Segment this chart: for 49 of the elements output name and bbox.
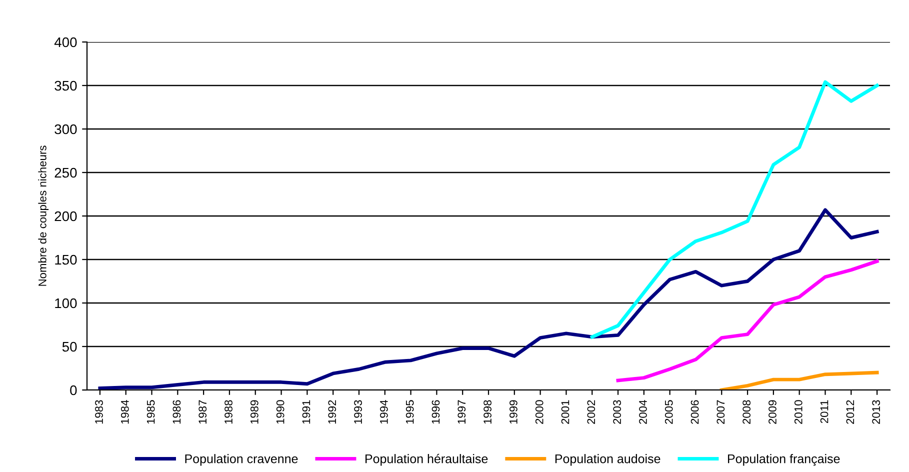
y-tick-label: 200 — [54, 211, 77, 222]
y-tick-label: 50 — [62, 342, 77, 352]
x-tick-label: 1986 — [172, 400, 181, 424]
x-tick-label: 2006 — [690, 400, 699, 424]
x-tick-label: 1997 — [458, 400, 466, 424]
x-tick-label: 1994 — [380, 400, 388, 424]
y-tick-label: 350 — [54, 80, 77, 91]
x-tick-label: 1993 — [354, 400, 362, 424]
x-tick-label: 1985 — [146, 400, 155, 424]
x-tick-label: 2009 — [768, 400, 776, 424]
x-tick-label: 2003 — [613, 400, 621, 424]
y-tick-label: 100 — [55, 298, 77, 308]
x-tick-label: 1995 — [406, 400, 414, 424]
x-tick-label: 1984 — [120, 400, 129, 424]
x-tick-label: 1988 — [224, 400, 232, 424]
x-tick-label: 2002 — [587, 400, 596, 424]
x-tick-label: 2008 — [742, 400, 751, 424]
x-tick-label: 2010 — [794, 400, 802, 424]
line-series — [590, 80, 879, 339]
x-tick-label: 1983 — [95, 400, 103, 424]
x-tick-label: 2013 — [872, 400, 880, 424]
legend-label: Population audoise — [555, 454, 660, 466]
x-tick-label: 1999 — [510, 400, 518, 424]
legend-label: Population héraultaise — [365, 454, 488, 466]
y-tick-label: 0 — [70, 385, 77, 396]
y-tick-label: 400 — [54, 37, 77, 48]
x-tick-label: 2012 — [846, 400, 854, 424]
x-tick-label: 2001 — [561, 400, 570, 424]
x-tick-label: 1996 — [432, 400, 440, 424]
x-tick-label: 1998 — [484, 400, 492, 424]
x-tick-label: 2005 — [664, 400, 673, 424]
y-tick-label: 300 — [54, 124, 77, 134]
legend-label: Population française — [728, 454, 840, 466]
legend-label: Population cravenne — [185, 454, 298, 466]
x-tick-label: 1990 — [276, 400, 284, 424]
x-tick-label: 2000 — [535, 400, 544, 424]
line-series — [98, 208, 879, 390]
line-series — [616, 260, 879, 382]
x-tick-label: 2011 — [820, 400, 828, 424]
y-tick-label: 250 — [54, 168, 77, 178]
x-tick-label: 1989 — [250, 400, 258, 424]
x-tick-label: 1991 — [302, 400, 310, 424]
x-tick-label: 2004 — [639, 400, 647, 424]
y-tick-label: 150 — [55, 254, 77, 265]
line-series — [720, 370, 879, 390]
x-tick-label: 2007 — [716, 400, 725, 424]
x-tick-label: 1992 — [328, 400, 336, 424]
x-tick-label: 1987 — [198, 400, 207, 424]
y-axis-title: Nombre de couples nicheurs — [38, 146, 49, 286]
